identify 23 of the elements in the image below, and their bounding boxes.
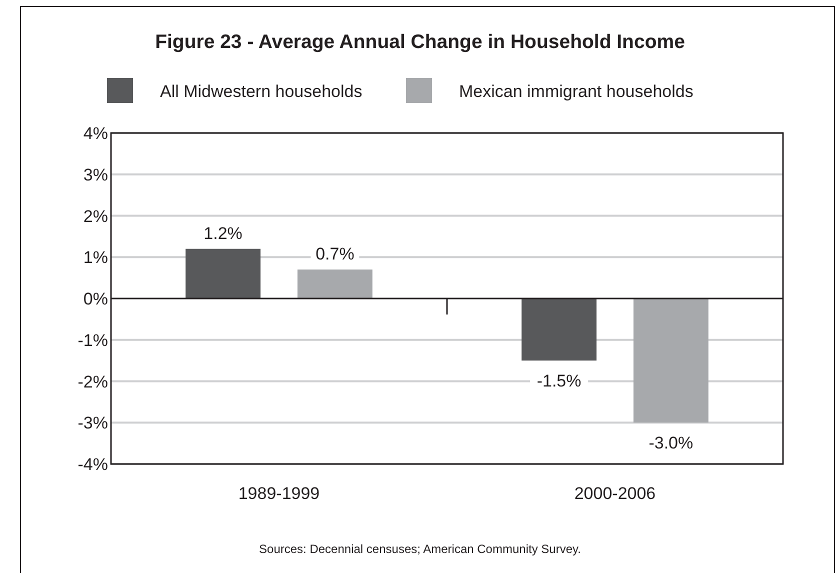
y-tick-label: 0% (83, 290, 108, 308)
bar (522, 298, 597, 361)
legend-label: Mexican immigrant households (459, 82, 694, 101)
x-tick-label: 2000-2006 (574, 484, 656, 503)
bar (633, 298, 708, 423)
y-tick-label: 3% (83, 165, 108, 184)
y-tick-label: -3% (78, 414, 108, 433)
y-tick-label: 2% (83, 206, 108, 226)
y-tick-label: -4% (78, 455, 108, 474)
y-tick-label: 1% (83, 248, 108, 268)
data-label: -1.5% (536, 372, 582, 391)
y-tick-label: -1% (78, 330, 108, 350)
source-note: Sources: Decennial censuses; American Community Survey. (259, 542, 581, 556)
chart-title: Figure 23 - Average Annual Change in Household Income (155, 31, 686, 53)
data-label: -3.0% (648, 434, 694, 453)
bar (297, 270, 372, 298)
y-tick-label: 4% (83, 124, 108, 143)
data-label: 1.2% (204, 224, 242, 243)
data-label: 0.7% (316, 244, 354, 264)
legend-label: All Midwestern households (160, 82, 362, 101)
bar (186, 248, 261, 298)
y-tick-label: -2% (78, 372, 108, 392)
x-tick-label: 1989-1999 (238, 484, 320, 503)
